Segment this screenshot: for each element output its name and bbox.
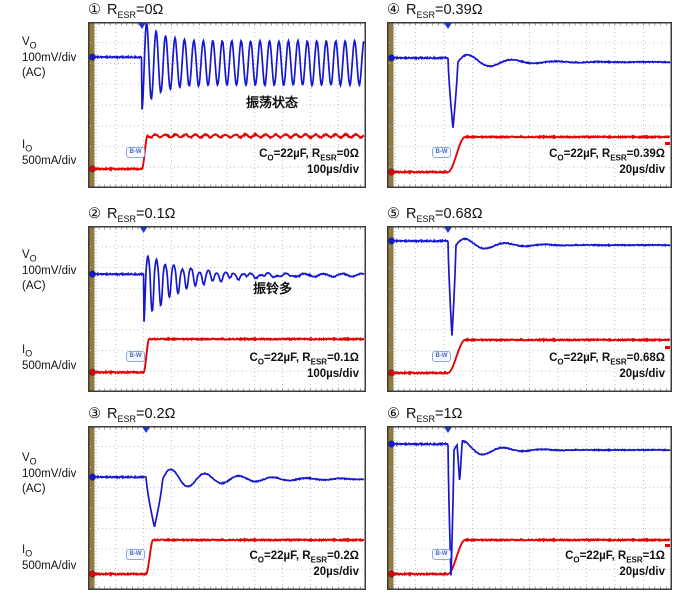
grid-border bbox=[88, 22, 366, 188]
trigger-position-marker bbox=[444, 227, 452, 233]
vout-axis-label: VO 100mV/div (AC) bbox=[22, 452, 77, 495]
iout-channel-marker bbox=[388, 570, 395, 578]
scope-panel-5: ⑤ RESR=0.68Ω CO=22µF, RESR=0.68Ω 20µs/div… bbox=[387, 206, 672, 392]
panel-title: ④ RESR=0.39Ω bbox=[387, 2, 483, 20]
iout-channel-marker bbox=[89, 368, 96, 376]
vout-channel-marker bbox=[89, 270, 96, 278]
scope-grid: CO=22µF, RESR=0.39Ω 20µs/div B-W bbox=[387, 22, 672, 188]
iout-channel-marker bbox=[388, 168, 395, 176]
left-intensity-bar bbox=[89, 23, 95, 187]
grid-border bbox=[88, 426, 366, 590]
vout-channel-marker bbox=[388, 237, 395, 245]
scope-panel-4: ④ RESR=0.39Ω CO=22µF, RESR=0.39Ω 20µs/div… bbox=[387, 2, 672, 188]
panel-title: ⑥ RESR=1Ω bbox=[387, 406, 463, 424]
left-intensity-bar bbox=[388, 427, 394, 589]
timebase-label: 20µs/div bbox=[619, 367, 665, 380]
scope-panel-6: ⑥ RESR=1Ω CO=22µF, RESR=1Ω 20µs/div B-W bbox=[387, 406, 672, 590]
grid-border bbox=[387, 22, 672, 188]
vout-channel-marker bbox=[89, 53, 96, 61]
panel-title: ⑤ RESR=0.68Ω bbox=[387, 206, 483, 224]
trigger-position-marker bbox=[142, 427, 150, 433]
iout-trace bbox=[394, 537, 671, 578]
left-intensity-bar bbox=[89, 427, 95, 589]
waveform-plot bbox=[387, 22, 672, 188]
grid-border bbox=[387, 226, 672, 392]
iout-trace bbox=[394, 134, 671, 176]
iout-trace bbox=[95, 131, 365, 173]
waveform-plot bbox=[88, 22, 366, 188]
annotation-note: 振铃多 bbox=[253, 281, 293, 296]
trigger-position-marker bbox=[444, 23, 452, 29]
vout-trace bbox=[394, 237, 671, 336]
annotation-conditions: CO=22µF, RESR=1Ω 20µs/div bbox=[565, 549, 665, 580]
timebase-label: 20µs/div bbox=[619, 565, 665, 578]
timebase-label: 20µs/div bbox=[313, 565, 359, 578]
vout-axis-label: VO 100mV/div (AC) bbox=[22, 36, 77, 79]
vout-trace bbox=[394, 439, 671, 576]
scope-grid: CO=22µF, RESR=0.68Ω 20µs/div B-W bbox=[387, 226, 672, 392]
trace-label-badge: B-W bbox=[432, 351, 451, 362]
grid-border bbox=[88, 226, 366, 392]
iout-channel-marker bbox=[388, 369, 395, 377]
waveform-plot bbox=[387, 426, 672, 590]
iout-trace bbox=[95, 336, 365, 376]
trace-label-badge: B-W bbox=[126, 147, 145, 158]
panel-title: ① RESR=0Ω bbox=[88, 2, 164, 20]
annotation-conditions: CO=22µF, RESR=0.2Ω 20µs/div bbox=[249, 549, 359, 580]
trigger-position-marker bbox=[138, 23, 146, 29]
scope-panel-3: ③ RESR=0.2Ω CO=22µF, RESR=0.2Ω 20µs/div B… bbox=[88, 406, 366, 590]
iout-axis-label: IO 500mA/div bbox=[22, 344, 77, 372]
trace-label-badge: B-W bbox=[432, 549, 451, 560]
trigger-position-marker bbox=[140, 227, 148, 233]
trace-label-badge: B-W bbox=[126, 351, 145, 362]
trace-label-badge: B-W bbox=[126, 549, 145, 560]
scope-grid: 振荡状态 CO=22µF, RESR=0Ω 100µs/div B-W bbox=[88, 22, 366, 188]
timebase-label: 100µs/div bbox=[306, 367, 359, 380]
left-intensity-bar bbox=[388, 23, 394, 187]
vout-channel-marker bbox=[388, 54, 395, 62]
timebase-label: 20µs/div bbox=[619, 163, 665, 176]
left-intensity-bar bbox=[89, 227, 95, 391]
vout-trace bbox=[394, 53, 671, 128]
vout-channel-marker bbox=[89, 473, 96, 481]
waveform-plot bbox=[88, 226, 366, 392]
iout-trace bbox=[95, 537, 365, 578]
scope-panel-2: ② RESR=0.1Ω 振铃多 CO=22µF, RESR=0.1Ω 100µs/… bbox=[88, 206, 366, 392]
right-edge-marker bbox=[665, 142, 670, 145]
panel-title: ③ RESR=0.2Ω bbox=[88, 406, 176, 424]
annotation-conditions: CO=22µF, RESR=0.68Ω 20µs/div bbox=[549, 351, 665, 382]
annotation-conditions: CO=22µF, RESR=0Ω 100µs/div bbox=[259, 147, 359, 178]
grid-border bbox=[387, 426, 672, 590]
left-intensity-bar bbox=[388, 227, 394, 391]
iout-axis-label: IO 500mA/div bbox=[22, 544, 77, 572]
panel-title: ② RESR=0.1Ω bbox=[88, 206, 176, 224]
iout-channel-marker bbox=[89, 570, 96, 578]
scope-grid: CO=22µF, RESR=0.2Ω 20µs/div B-W bbox=[88, 426, 366, 590]
waveform-plot bbox=[387, 226, 672, 392]
annotation-conditions: CO=22µF, RESR=0.1Ω 100µs/div bbox=[249, 351, 359, 382]
vout-channel-marker bbox=[388, 440, 395, 448]
vout-trace bbox=[95, 468, 365, 528]
iout-axis-label: IO 500mA/div bbox=[22, 139, 77, 167]
trigger-position-marker bbox=[444, 427, 452, 433]
scope-grid: 振铃多 CO=22µF, RESR=0.1Ω 100µs/div B-W bbox=[88, 226, 366, 392]
iout-trace bbox=[394, 337, 671, 377]
annotation-note: 振荡状态 bbox=[246, 95, 299, 110]
vout-trace bbox=[95, 254, 365, 322]
right-edge-marker bbox=[665, 544, 670, 547]
waveform-plot bbox=[88, 426, 366, 590]
trace-label-badge: B-W bbox=[432, 147, 451, 158]
scope-panel-1: ① RESR=0Ω 振荡状态 CO=22µF, RESR=0Ω 100µs/div… bbox=[88, 2, 366, 188]
annotation-conditions: CO=22µF, RESR=0.39Ω 20µs/div bbox=[549, 147, 665, 178]
iout-channel-marker bbox=[89, 165, 96, 173]
timebase-label: 100µs/div bbox=[306, 163, 359, 176]
right-edge-marker bbox=[665, 346, 670, 349]
vout-trace bbox=[95, 22, 365, 110]
scope-grid: CO=22µF, RESR=1Ω 20µs/div B-W bbox=[387, 426, 672, 590]
vout-axis-label: VO 100mV/div (AC) bbox=[22, 249, 77, 292]
